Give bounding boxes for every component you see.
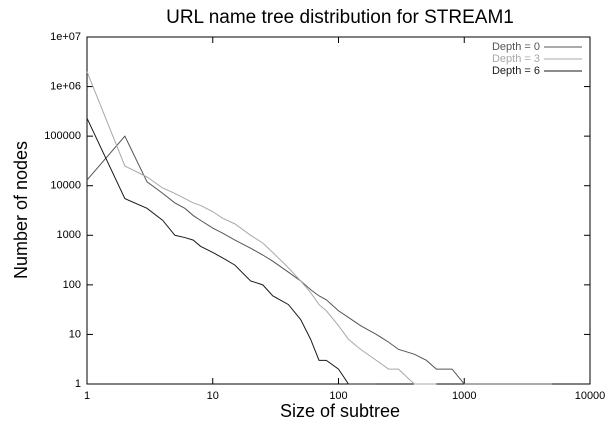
- legend-label: Depth = 6: [492, 65, 540, 77]
- y-tick-label: 1e+07: [50, 31, 81, 43]
- y-tick-label: 10: [69, 328, 81, 340]
- data-line: [86, 135, 553, 385]
- legend-label: Depth = 0: [492, 41, 540, 53]
- y-tick-label: 1e+06: [50, 80, 81, 92]
- legend-label: Depth = 3: [492, 53, 540, 65]
- plot-frame: [86, 36, 591, 385]
- x-tick-label: 1: [84, 390, 90, 402]
- chart-title: URL name tree distribution for STREAM1: [166, 7, 514, 28]
- data-line: [86, 117, 377, 385]
- data-line: [86, 71, 437, 385]
- y-tick-label: 1000: [57, 229, 81, 241]
- y-tick-label: 100: [63, 279, 81, 291]
- y-tick-label: 100000: [44, 130, 81, 142]
- x-tick-label: 1000: [452, 390, 476, 402]
- y-tick-label: 1: [75, 378, 81, 390]
- x-tick-label: 100: [329, 390, 347, 402]
- y-axis-label: Number of nodes: [11, 141, 31, 279]
- x-tick-label: 10: [207, 390, 219, 402]
- x-axis-label: Size of subtree: [280, 401, 400, 421]
- y-tick-label: 10000: [50, 180, 81, 192]
- x-tick-label: 10000: [575, 390, 606, 402]
